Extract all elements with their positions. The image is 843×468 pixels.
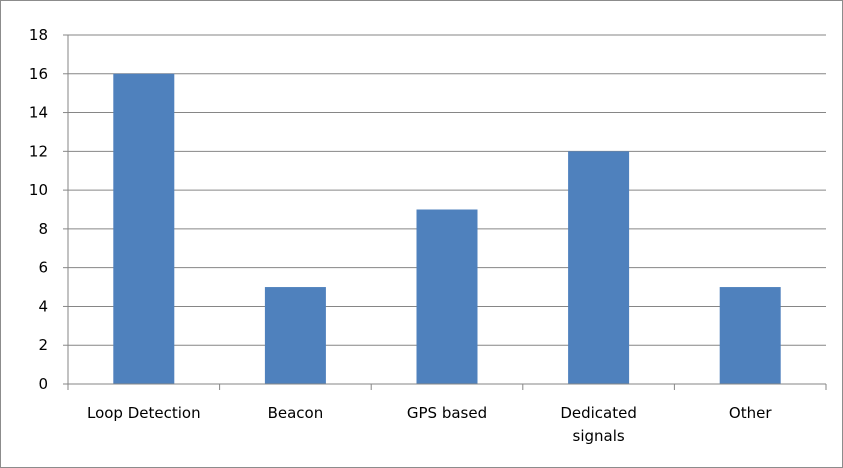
- bars: [113, 73, 781, 385]
- x-category-label: Other: [729, 404, 772, 422]
- y-tick-label: 16: [29, 65, 48, 83]
- x-category-label: Beacon: [268, 404, 324, 422]
- x-axis-category-labels: Loop Detection Beacon GPS based Dedicated si…: [87, 404, 772, 445]
- x-category-label: Loop Detection: [87, 404, 201, 422]
- y-tick-label: 14: [29, 104, 48, 122]
- y-tick-label: 0: [38, 375, 48, 393]
- y-tick-label: 2: [38, 336, 48, 354]
- y-tick-label: 12: [29, 142, 48, 160]
- x-category-label: Dedicated signals: [560, 404, 637, 445]
- y-axis-tick-labels: 0 2 4 6 8 10 12 14 16 18: [29, 26, 48, 393]
- y-tick-label: 18: [29, 26, 48, 44]
- y-tick-label: 6: [38, 259, 48, 277]
- bar: [568, 151, 630, 384]
- axes: [63, 34, 827, 390]
- x-category-label: GPS based: [407, 404, 487, 422]
- y-tick-label: 8: [38, 220, 48, 238]
- bar: [416, 209, 478, 384]
- bar: [113, 73, 175, 385]
- gridlines: [68, 34, 826, 346]
- bar: [719, 287, 781, 384]
- y-tick-label: 10: [29, 181, 48, 199]
- y-tick-label: 4: [38, 297, 48, 315]
- bar: [264, 287, 326, 384]
